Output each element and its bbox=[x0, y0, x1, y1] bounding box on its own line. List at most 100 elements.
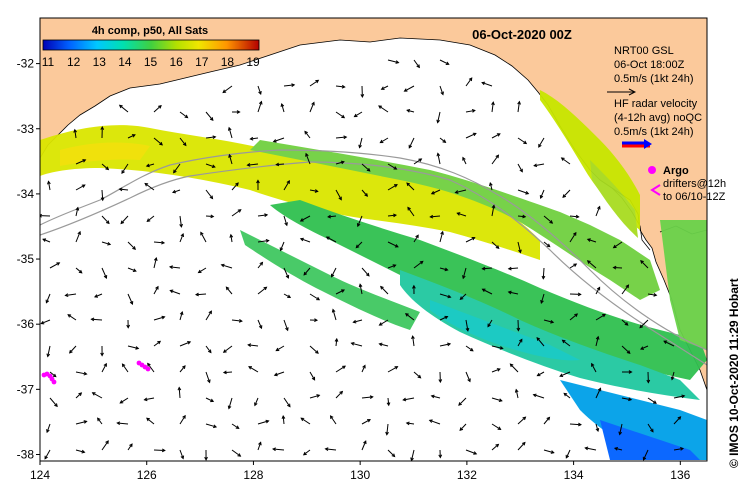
current-vector-head bbox=[222, 89, 227, 94]
current-vector-head bbox=[491, 101, 495, 106]
current-vector bbox=[491, 102, 494, 113]
current-vector bbox=[487, 319, 493, 327]
current-vector-head bbox=[211, 164, 216, 169]
current-vector-head bbox=[653, 400, 657, 404]
current-vector bbox=[413, 234, 419, 243]
current-vector-head bbox=[385, 431, 389, 436]
current-vector bbox=[75, 207, 79, 217]
current-vector bbox=[75, 231, 81, 243]
current-vector-head bbox=[46, 429, 50, 434]
current-vector-head bbox=[406, 182, 411, 187]
current-vector bbox=[330, 415, 337, 425]
current-vector-head bbox=[238, 318, 243, 323]
current-vector-head bbox=[405, 421, 410, 426]
current-vector bbox=[458, 397, 467, 406]
current-vector-head bbox=[436, 152, 441, 157]
current-vector bbox=[482, 267, 493, 270]
current-vector bbox=[205, 345, 212, 353]
current-vector-head bbox=[495, 443, 500, 448]
current-vector bbox=[491, 345, 503, 349]
current-vector bbox=[439, 293, 451, 298]
current-vector-head bbox=[120, 220, 125, 225]
current-vector-head bbox=[342, 365, 346, 370]
current-vector-head bbox=[258, 90, 262, 95]
current-vector-head bbox=[445, 61, 450, 65]
current-vector bbox=[491, 154, 499, 165]
current-vector-head bbox=[78, 269, 83, 274]
current-vector-head bbox=[406, 108, 411, 113]
current-vector bbox=[74, 129, 77, 139]
current-vector-head bbox=[563, 392, 568, 397]
current-vector bbox=[305, 153, 311, 165]
current-vector-head bbox=[213, 424, 218, 429]
current-vector-head bbox=[121, 363, 126, 368]
current-vector-head bbox=[131, 134, 136, 138]
current-vector-head bbox=[364, 193, 369, 197]
current-vector-head bbox=[105, 440, 109, 445]
current-vector-head bbox=[468, 77, 473, 82]
current-vector-head bbox=[642, 456, 647, 461]
current-vector bbox=[179, 341, 191, 347]
current-vector bbox=[231, 423, 239, 429]
current-vector bbox=[491, 397, 502, 402]
current-vector-head bbox=[640, 259, 644, 264]
current-vector bbox=[75, 159, 86, 165]
current-vector-head bbox=[171, 189, 177, 194]
current-vector-head bbox=[287, 403, 291, 408]
current-vector-head bbox=[596, 286, 601, 291]
current-vector-head bbox=[362, 364, 366, 369]
current-vector bbox=[205, 163, 215, 168]
current-vector bbox=[283, 319, 289, 331]
current-vector bbox=[465, 371, 471, 382]
colorbar-tick-label: 11 bbox=[42, 55, 55, 69]
current-vector bbox=[127, 345, 139, 349]
colorbar-tick-label: 13 bbox=[93, 55, 107, 69]
current-vector-head bbox=[82, 159, 87, 163]
current-vector bbox=[153, 105, 162, 113]
legend-hf-line2: (4-12h avg) noQC bbox=[614, 112, 702, 124]
current-vector bbox=[640, 345, 649, 350]
current-vector-head bbox=[153, 256, 158, 262]
current-vector-head bbox=[315, 79, 320, 84]
current-vector bbox=[144, 183, 155, 191]
legend-nrt-line2: 06-Oct 18:00Z bbox=[614, 59, 685, 71]
current-vector bbox=[328, 215, 337, 218]
current-vector bbox=[543, 319, 554, 323]
current-vector-head bbox=[208, 310, 212, 315]
current-vector bbox=[248, 366, 259, 373]
current-vector bbox=[257, 85, 262, 95]
current-vector bbox=[75, 267, 83, 274]
current-vector bbox=[42, 238, 51, 243]
current-vector bbox=[565, 449, 571, 459]
current-vector-head bbox=[595, 335, 600, 340]
lon-tick-label: 128 bbox=[243, 468, 263, 482]
current-vector-head bbox=[90, 317, 95, 322]
current-vector-head bbox=[618, 431, 623, 436]
current-vector bbox=[379, 319, 389, 326]
current-vector-head bbox=[341, 289, 345, 293]
current-vector-head bbox=[286, 179, 290, 184]
current-vector bbox=[117, 422, 129, 425]
current-vector-head bbox=[360, 94, 365, 98]
current-vector bbox=[257, 420, 269, 425]
current-vector bbox=[274, 371, 285, 376]
current-vector bbox=[335, 161, 345, 165]
current-vector-head bbox=[395, 60, 400, 64]
current-vector-head bbox=[235, 425, 240, 429]
current-vector-head bbox=[546, 416, 551, 421]
current-vector-head bbox=[42, 238, 47, 242]
current-vector bbox=[119, 104, 129, 113]
current-vector bbox=[273, 448, 285, 451]
current-vector bbox=[101, 267, 107, 279]
current-vector bbox=[387, 366, 398, 373]
current-vector-head bbox=[182, 142, 187, 147]
legend-drifters-line2: to 06/10-12Z bbox=[663, 191, 726, 203]
current-vector bbox=[569, 215, 579, 218]
current-vector bbox=[387, 163, 397, 170]
current-vector bbox=[595, 206, 601, 217]
current-vector bbox=[387, 59, 399, 64]
current-vector-head bbox=[284, 222, 288, 227]
legend-nrt-line3: 0.5m/s (1kt 24h) bbox=[614, 73, 693, 85]
current-vector bbox=[309, 102, 315, 113]
current-vector-head bbox=[212, 135, 217, 140]
